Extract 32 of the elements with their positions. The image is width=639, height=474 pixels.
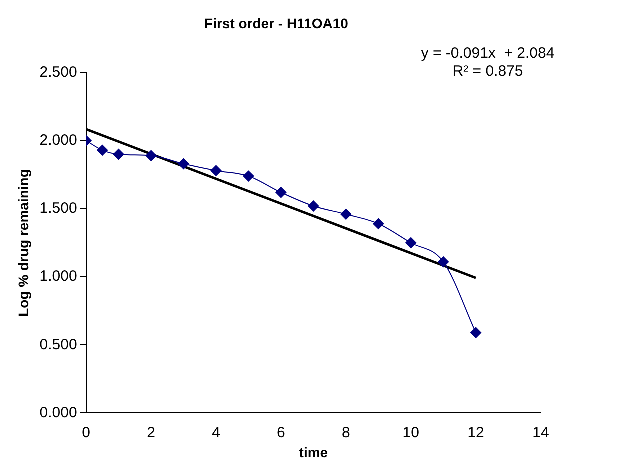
x-tick-label: 6 [277, 424, 286, 442]
x-axis-title: time [299, 444, 328, 460]
point [146, 150, 157, 162]
x-tick-label: 10 [402, 424, 420, 442]
x-tick-label: 0 [82, 424, 91, 442]
annotation: R² = 0.875 [452, 63, 524, 80]
point [470, 327, 482, 338]
y-tick-label: 1.000 [40, 268, 78, 286]
x-tick-label: 8 [342, 424, 350, 442]
y-axis-title: Log % drug remaining [15, 169, 32, 317]
point [243, 170, 254, 182]
point [438, 256, 450, 268]
y-tick-label: 0.500 [40, 336, 78, 354]
x-tick-label: 2 [147, 424, 156, 442]
y-tick-label: 2.500 [40, 64, 78, 81]
chart-title: First order - H11OA10 [204, 15, 349, 32]
x-tick-label: 4 [212, 424, 220, 442]
point [406, 238, 417, 248]
point [340, 208, 352, 220]
point [97, 144, 108, 156]
point [210, 165, 222, 176]
point [373, 218, 384, 230]
y-tick-label: 1.500 [40, 200, 78, 218]
x-tick-label: 14 [532, 424, 550, 442]
y-tick-label: 2.000 [40, 132, 78, 150]
text: y = -0.091x + 2.084 [421, 45, 555, 62]
point [113, 148, 124, 160]
point [178, 158, 190, 170]
y-tick-label: 0.000 [40, 404, 78, 422]
point [276, 187, 287, 198]
x-tick-label: 12 [468, 424, 484, 442]
point [308, 200, 320, 212]
